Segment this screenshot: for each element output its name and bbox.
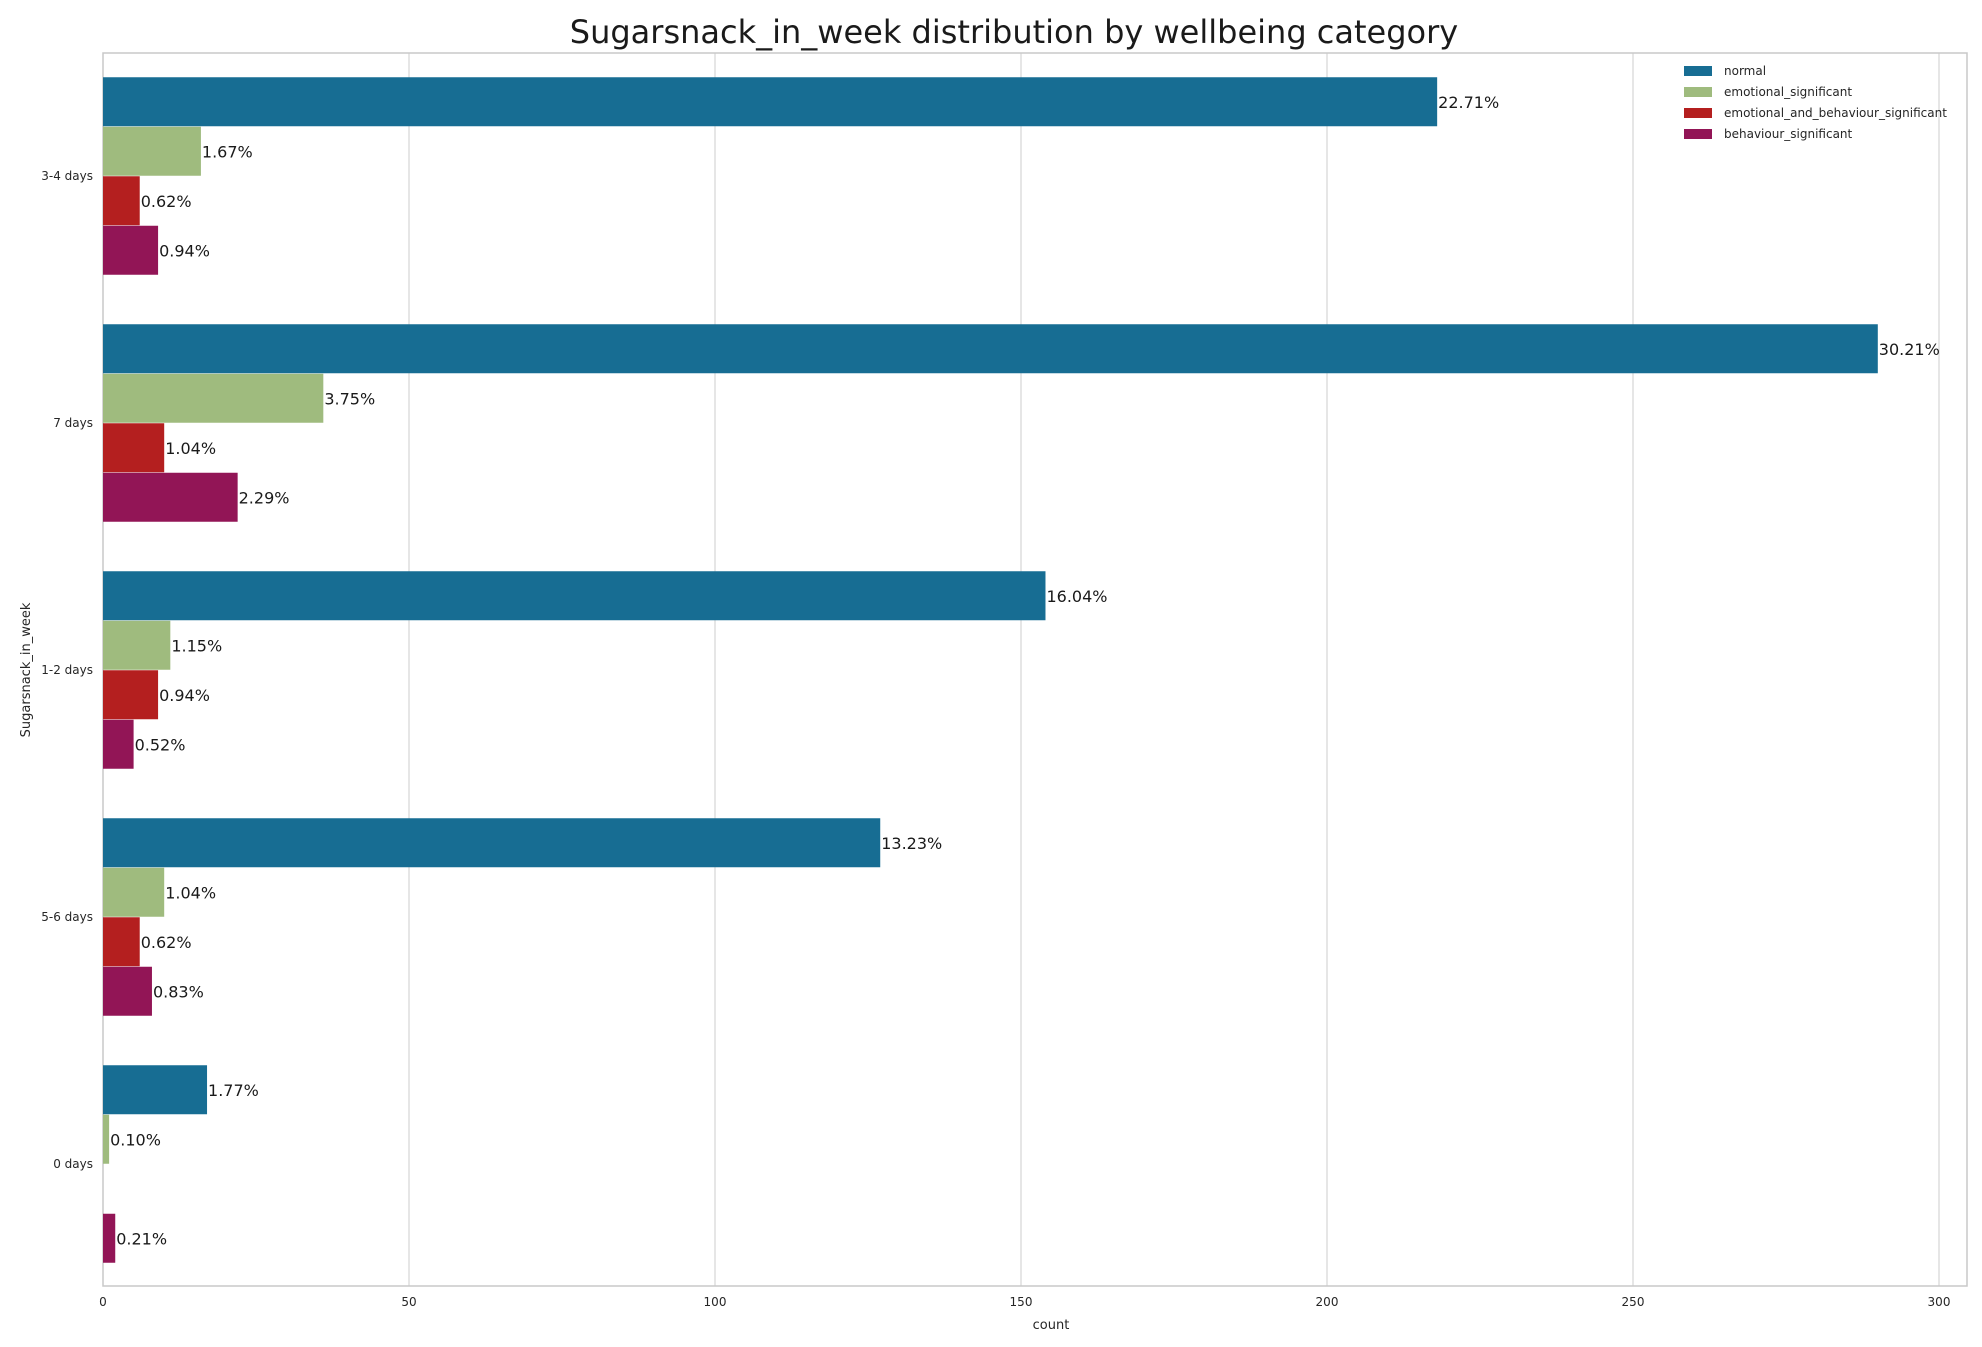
legend-entry: emotional_and_behaviour_significant: [1724, 106, 1947, 120]
legend-entry: behaviour_significant: [1724, 127, 1853, 141]
data-label: 30.21%: [1879, 340, 1940, 359]
bar-behaviour-significant: [103, 225, 159, 275]
legend-swatch: [1684, 87, 1712, 97]
bar-emotional-and-behaviour-significant: [103, 917, 140, 967]
y-tick-labels: 3-4 days 7 days 1-2 days 5-6 days 0 days: [41, 169, 93, 1171]
data-label: 1.77%: [208, 1081, 259, 1100]
bar-behaviour-significant: [103, 472, 238, 522]
x-tick-label: 150: [1010, 1295, 1033, 1309]
bar-normal: [103, 1065, 208, 1115]
data-label: 16.04%: [1046, 587, 1107, 606]
data-label: 0.52%: [135, 735, 186, 754]
legend-swatch: [1684, 129, 1712, 139]
x-tick-label: 0: [99, 1295, 107, 1309]
data-label: 1.04%: [165, 883, 216, 902]
data-label: 13.23%: [881, 834, 942, 853]
bar-emotional-and-behaviour-significant: [103, 670, 159, 720]
bar-emotional-significant: [103, 867, 165, 917]
legend-swatch: [1684, 108, 1712, 118]
bar-emotional-significant: [103, 620, 171, 670]
data-label: 1.67%: [202, 142, 253, 161]
bar-emotional-significant: [103, 1114, 110, 1164]
data-labels: 22.71% 1.67% 0.62% 0.94% 30.21% 3.75% 1.04% 2.2…: [110, 93, 1940, 1249]
legend-swatch: [1684, 66, 1712, 76]
plot-frame: [102, 52, 1968, 1287]
data-label: 0.10%: [110, 1130, 161, 1149]
bar-normal: [103, 77, 1438, 127]
data-label: 2.29%: [239, 488, 290, 507]
chart-title: Sugarsnack_in_week distribution by wellb…: [570, 13, 1458, 51]
x-tick-label: 100: [704, 1295, 727, 1309]
bar-behaviour-significant: [103, 966, 152, 1016]
y-tick-label: 3-4 days: [41, 169, 93, 183]
data-label: 0.94%: [159, 686, 210, 705]
x-tick-label: 250: [1622, 1295, 1645, 1309]
bar-emotional-significant: [103, 126, 201, 176]
bar-normal: [103, 571, 1046, 621]
bar-behaviour-significant: [103, 1213, 116, 1263]
bar-emotional-and-behaviour-significant: [103, 176, 140, 226]
y-tick-label: 5-6 days: [41, 910, 93, 924]
bar-behaviour-significant: [103, 719, 134, 769]
bar-normal: [103, 818, 881, 868]
x-tick-label: 300: [1928, 1295, 1951, 1309]
data-label: 0.83%: [153, 982, 204, 1001]
data-label: 3.75%: [324, 389, 375, 408]
bar-normal: [103, 324, 1878, 374]
legend-entry: emotional_significant: [1724, 85, 1852, 99]
bar-emotional-significant: [103, 373, 324, 423]
legend: normal emotional_significant emotional_and…: [1684, 64, 1947, 141]
y-tick-label: 7 days: [53, 416, 93, 430]
data-label: 22.71%: [1438, 93, 1499, 112]
data-label: 0.94%: [159, 241, 210, 260]
bar-emotional-and-behaviour-significant: [103, 423, 165, 473]
data-label: 0.62%: [141, 192, 192, 211]
data-label: 0.62%: [141, 933, 192, 952]
y-axis-label: Sugarsnack_in_week: [19, 602, 34, 737]
x-tick-label: 50: [401, 1295, 416, 1309]
grid: [408, 53, 1940, 1286]
data-label: 1.04%: [165, 439, 216, 458]
y-tick-label: 0 days: [53, 1157, 93, 1171]
x-tick-labels: 0 50 100 150 200 250 300: [99, 1295, 1950, 1309]
data-label: 1.15%: [171, 636, 222, 655]
x-axis-label: count: [1033, 1318, 1070, 1333]
bars: [103, 77, 1878, 1263]
y-tick-label: 1-2 days: [41, 663, 93, 677]
x-tick-label: 200: [1316, 1295, 1339, 1309]
data-label: 0.21%: [116, 1229, 167, 1248]
legend-entry: normal: [1724, 64, 1766, 78]
